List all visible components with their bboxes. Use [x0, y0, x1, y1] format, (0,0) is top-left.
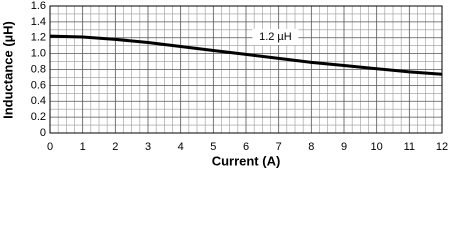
y-tick-label: 1.4 [31, 16, 46, 28]
y-tick-label: 0.4 [31, 95, 46, 107]
annotation: 1.2 µH [259, 31, 292, 43]
y-tick-label: 1.6 [31, 0, 46, 12]
x-tick-label: 12 [436, 141, 448, 153]
y-tick-label: 0.6 [31, 79, 46, 91]
x-tick-label: 3 [145, 141, 151, 153]
y-axis-title: Inductance (µH) [0, 21, 15, 119]
x-tick-label: 8 [308, 141, 314, 153]
x-tick-label: 1 [80, 141, 86, 153]
x-tick-label: 6 [243, 141, 249, 153]
x-tick-label: 10 [371, 141, 383, 153]
x-tick-label: 5 [210, 141, 216, 153]
y-tick-label: 1.2 [31, 32, 46, 44]
x-tick-label: 2 [112, 141, 118, 153]
x-tick-label: 11 [404, 141, 415, 153]
y-tick-label: 1.0 [31, 48, 46, 60]
x-tick-label: 9 [341, 141, 347, 153]
y-tick-label: 0.8 [31, 63, 46, 75]
y-tick-label: 0.2 [31, 111, 46, 123]
x-tick-label: 7 [276, 141, 282, 153]
plot-frame [49, 5, 443, 134]
annotation-background [252, 28, 299, 45]
line [49, 34, 443, 76]
y-tick-label: 0 [40, 127, 46, 139]
x-axis-title: Current (A) [212, 153, 281, 168]
chart: Current (A) Inductance (µH) 0 0.2 0.4 0.6 0.… [0, 0, 448, 168]
x-tick-label: 4 [178, 141, 184, 153]
x-tick-label: 0 [47, 141, 53, 153]
